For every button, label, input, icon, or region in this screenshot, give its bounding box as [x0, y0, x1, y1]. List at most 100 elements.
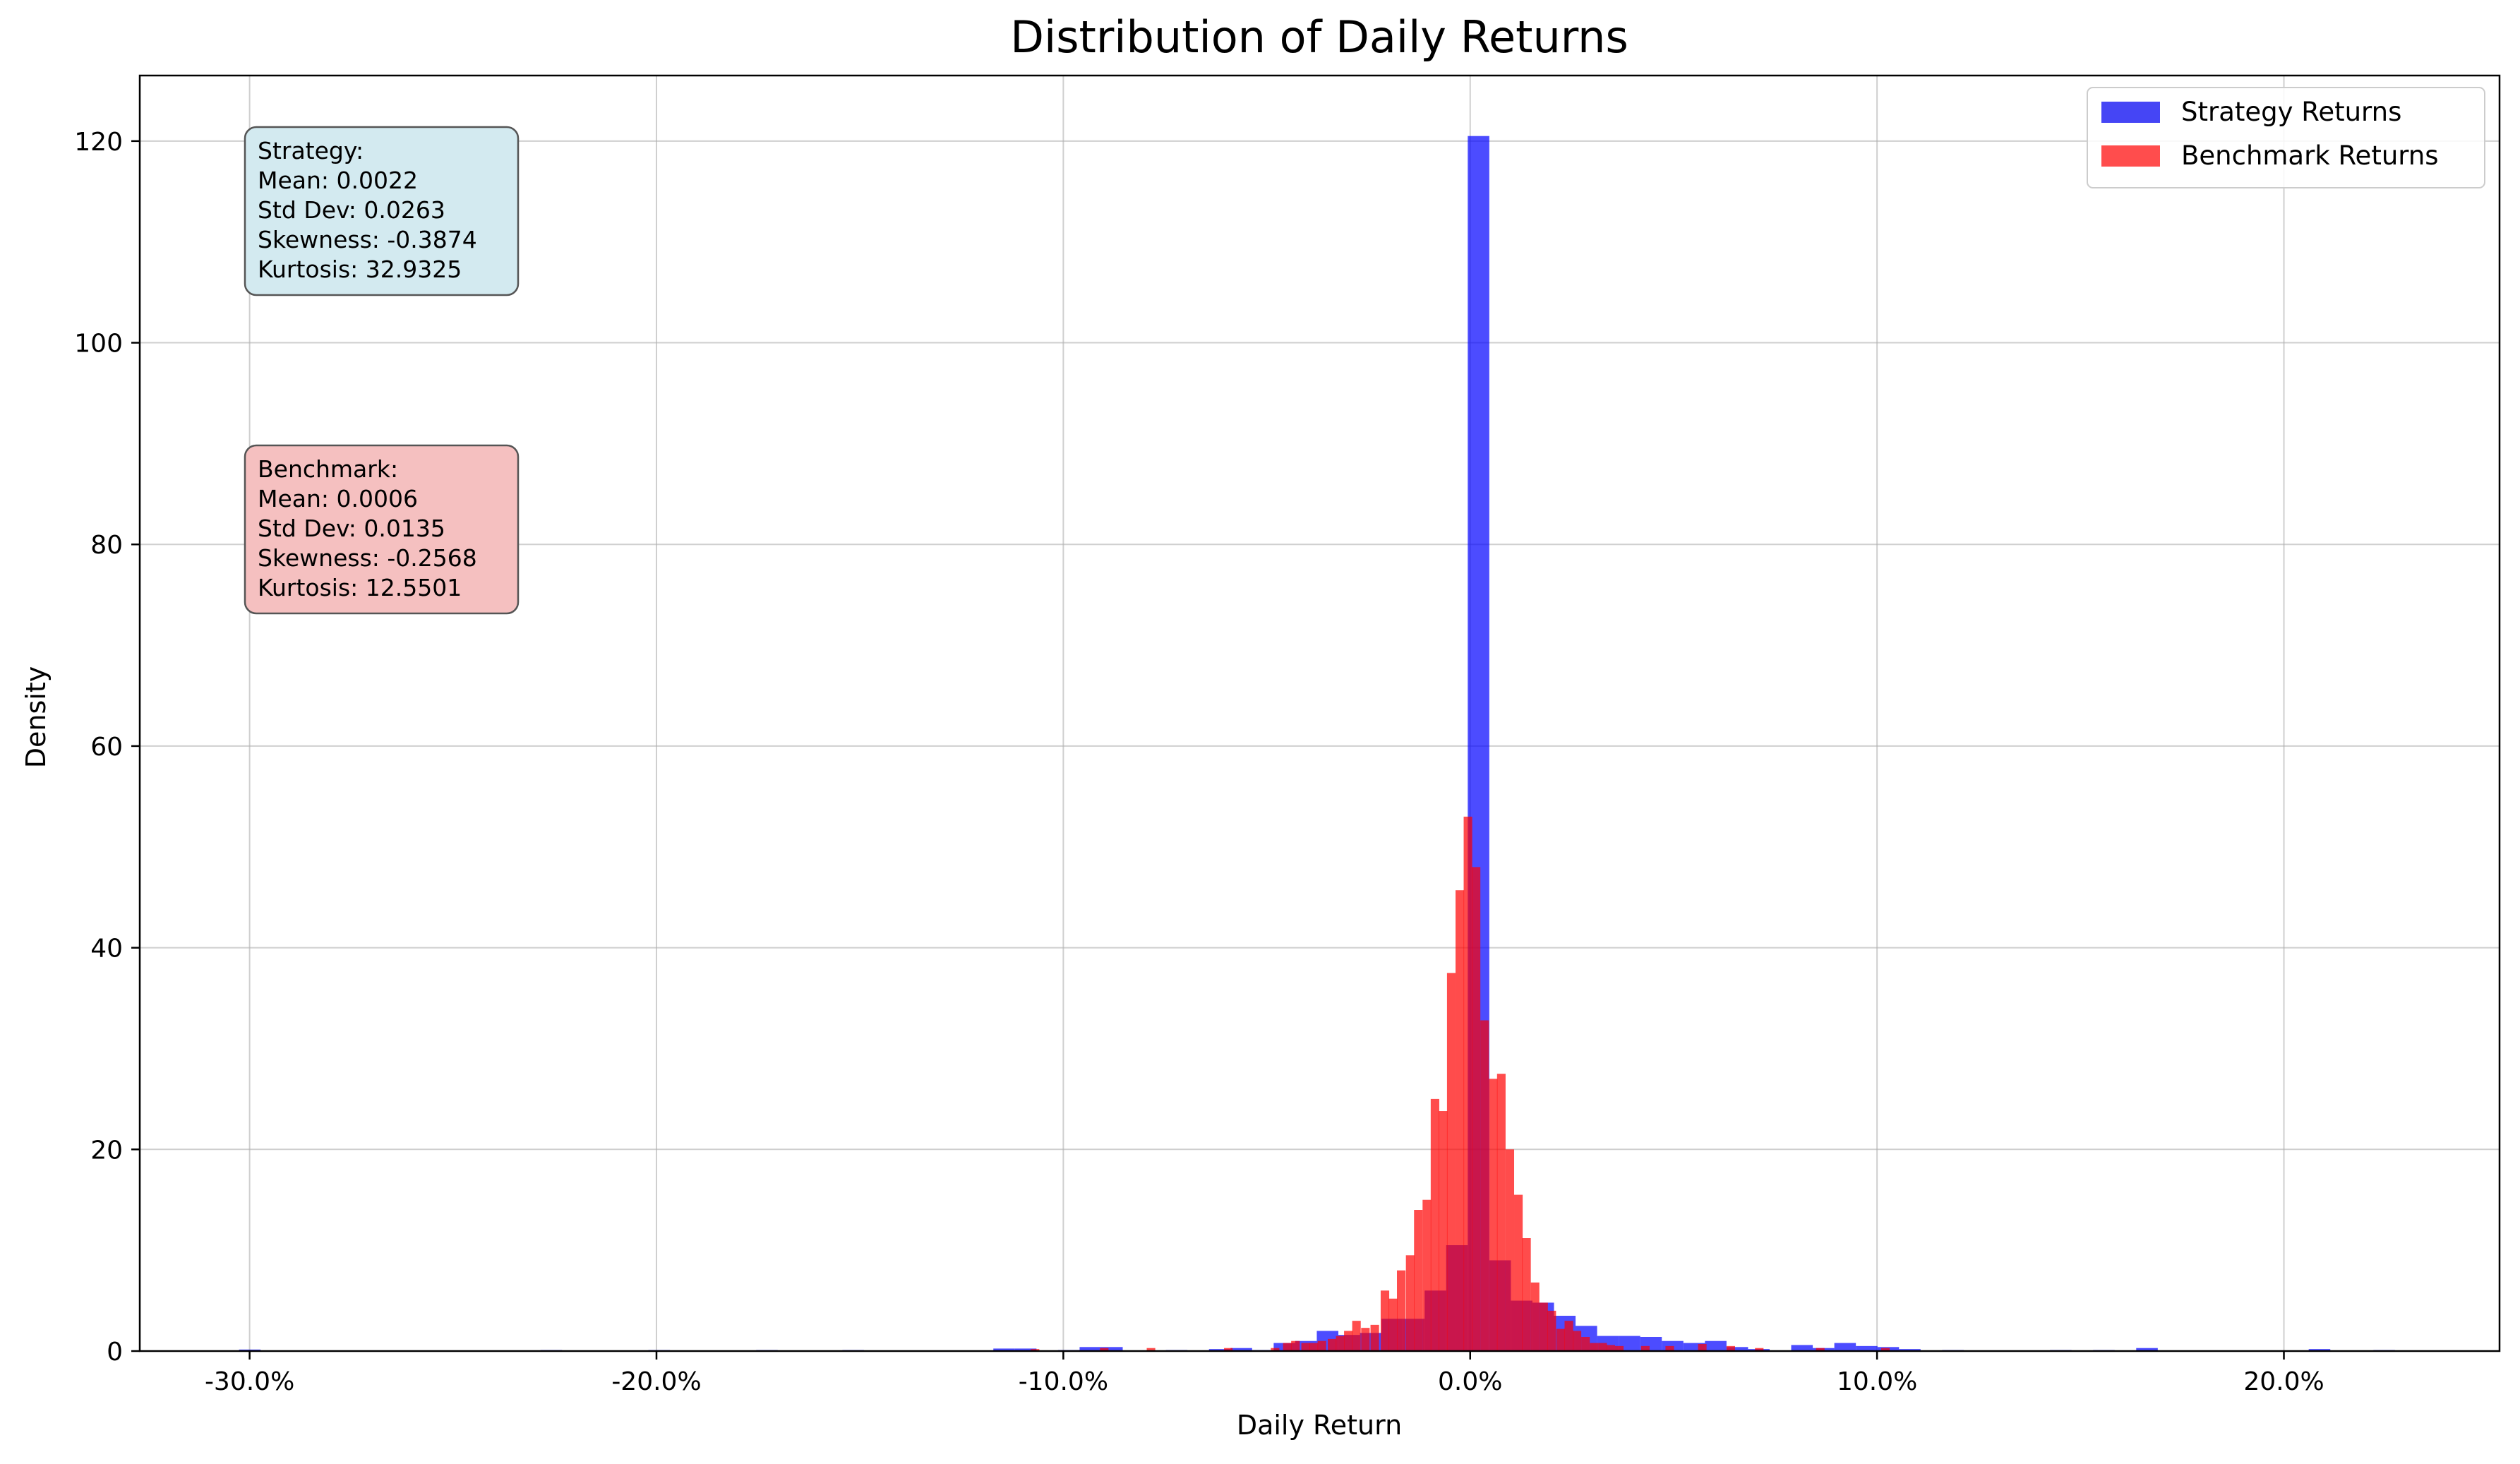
strategy-bar — [2136, 1348, 2158, 1351]
legend: Strategy Returns Benchmark Returns — [2087, 87, 2485, 188]
benchmark-bar — [1496, 1074, 1506, 1351]
benchmark-bar — [1336, 1336, 1345, 1351]
x-tick-label: 10.0% — [1837, 1367, 1917, 1396]
benchmark-bar — [1414, 1210, 1423, 1351]
legend-box — [2087, 87, 2485, 188]
strategy-bar — [1683, 1343, 1705, 1351]
y-axis-label: Density — [20, 666, 52, 768]
benchmark-bar — [1291, 1340, 1300, 1351]
x-tick-label: -30.0% — [205, 1367, 294, 1396]
benchmark-bar — [1456, 890, 1465, 1351]
strategy-stats-line: Skewness: -0.3874 — [258, 226, 477, 253]
benchmark-bar — [1146, 1348, 1156, 1351]
benchmark-bar — [1522, 1238, 1531, 1351]
benchmark-bar — [1344, 1331, 1353, 1351]
strategy-stats-line: Mean: 0.0022 — [258, 167, 418, 194]
benchmark-bar — [1430, 1098, 1439, 1351]
legend-label: Benchmark Returns — [2181, 140, 2439, 171]
benchmark-bar — [1446, 973, 1456, 1351]
benchmark-bar — [1439, 1111, 1448, 1351]
benchmark-bar — [1880, 1348, 1890, 1351]
y-tick-label: 100 — [74, 330, 123, 359]
strategy-stats-box — [244, 126, 520, 296]
strategy-bar — [1208, 1349, 1231, 1351]
benchmark-bar — [1614, 1345, 1624, 1351]
benchmark-stats-line: Skewness: -0.2568 — [258, 544, 477, 572]
benchmark-bar — [1422, 1199, 1432, 1351]
benchmark-bar — [1590, 1343, 1599, 1351]
benchmark-bar — [1283, 1343, 1292, 1351]
strategy-stats-line: Strategy: — [258, 137, 364, 164]
strategy-bar — [1619, 1336, 1640, 1351]
benchmark-bar — [1698, 1344, 1707, 1351]
y-tick-label: 80 — [90, 531, 123, 560]
benchmark-bar — [1480, 1020, 1489, 1351]
chart-title: Distribution of Daily Returns — [1010, 11, 1628, 63]
legend-label: Strategy Returns — [2181, 97, 2401, 127]
benchmark-bar — [1224, 1348, 1233, 1351]
benchmark-bar — [1726, 1345, 1735, 1351]
y-tick-label: 120 — [74, 128, 123, 157]
benchmark-bar — [1317, 1340, 1326, 1351]
legend-swatch — [2101, 102, 2160, 123]
strategy-stats-line: Std Dev: 0.0263 — [258, 196, 445, 224]
benchmark-bar — [1100, 1348, 1109, 1351]
benchmark-bar — [1514, 1194, 1523, 1351]
strategy-bar — [1100, 1347, 1123, 1351]
x-axis-label: Daily Return — [1237, 1410, 1402, 1441]
benchmark-bar — [1573, 1331, 1582, 1351]
x-axis-ticks: -30.0% -20.0% -10.0% 0.0% 10.0% 20.0% — [205, 1351, 2324, 1396]
benchmark-bar — [1564, 1321, 1573, 1351]
strategy-bar — [993, 1348, 1015, 1351]
benchmark-stats-line: Kurtosis: 12.5501 — [258, 574, 462, 601]
x-tick-label: -20.0% — [611, 1367, 701, 1396]
benchmark-bar — [1361, 1328, 1370, 1351]
benchmark-stats-line: Mean: 0.0006 — [258, 485, 418, 512]
benchmark-bar — [1665, 1345, 1674, 1351]
benchmark-bar — [1301, 1343, 1310, 1351]
benchmark-bar — [1606, 1345, 1615, 1351]
benchmark-bar — [1309, 1343, 1319, 1351]
benchmark-bar — [1388, 1298, 1398, 1351]
strategy-bar — [2308, 1349, 2331, 1351]
benchmark-bar — [1370, 1324, 1379, 1351]
y-tick-label: 60 — [90, 733, 123, 762]
benchmark-bar — [1640, 1345, 1650, 1351]
benchmark-bar — [1380, 1290, 1390, 1351]
benchmark-bar — [1352, 1321, 1361, 1351]
strategy-bar — [1834, 1343, 1856, 1351]
strategy-bar — [1791, 1345, 1813, 1351]
strategy-bar — [1856, 1345, 1878, 1351]
benchmark-bar — [1271, 1348, 1280, 1351]
y-tick-label: 40 — [90, 935, 123, 964]
x-tick-label: -10.0% — [1019, 1367, 1108, 1396]
benchmark-bar — [1397, 1270, 1406, 1351]
benchmark-stats-line: Std Dev: 0.0135 — [258, 515, 445, 542]
strategy-bar — [1014, 1348, 1037, 1351]
benchmark-bar — [1556, 1328, 1566, 1351]
benchmark-bar — [1547, 1310, 1556, 1351]
strategy-bar — [1079, 1347, 1101, 1351]
benchmark-bar — [1328, 1338, 1337, 1351]
x-tick-label: 20.0% — [2243, 1367, 2324, 1396]
y-tick-label: 20 — [90, 1136, 123, 1165]
plot-area-frame — [138, 74, 2501, 1352]
benchmark-stats-box — [244, 444, 520, 615]
benchmark-bar — [1405, 1255, 1415, 1351]
strategy-bar — [1705, 1340, 1727, 1351]
benchmark-bar — [1031, 1349, 1040, 1351]
y-tick-label: 0 — [107, 1338, 123, 1367]
benchmark-bar — [1816, 1348, 1825, 1351]
strategy-bar — [1899, 1349, 1921, 1351]
benchmark-bar — [1581, 1337, 1590, 1351]
legend-swatch — [2101, 145, 2160, 167]
benchmark-bar — [1489, 1079, 1498, 1351]
benchmark-bar — [1539, 1302, 1548, 1351]
benchmark-bar — [1472, 867, 1481, 1351]
benchmark-bar — [1755, 1348, 1764, 1351]
benchmark-bar — [1463, 816, 1472, 1351]
strategy-bar — [1726, 1347, 1748, 1351]
y-axis-ticks: 0 20 40 60 80 100 120 — [74, 128, 140, 1367]
